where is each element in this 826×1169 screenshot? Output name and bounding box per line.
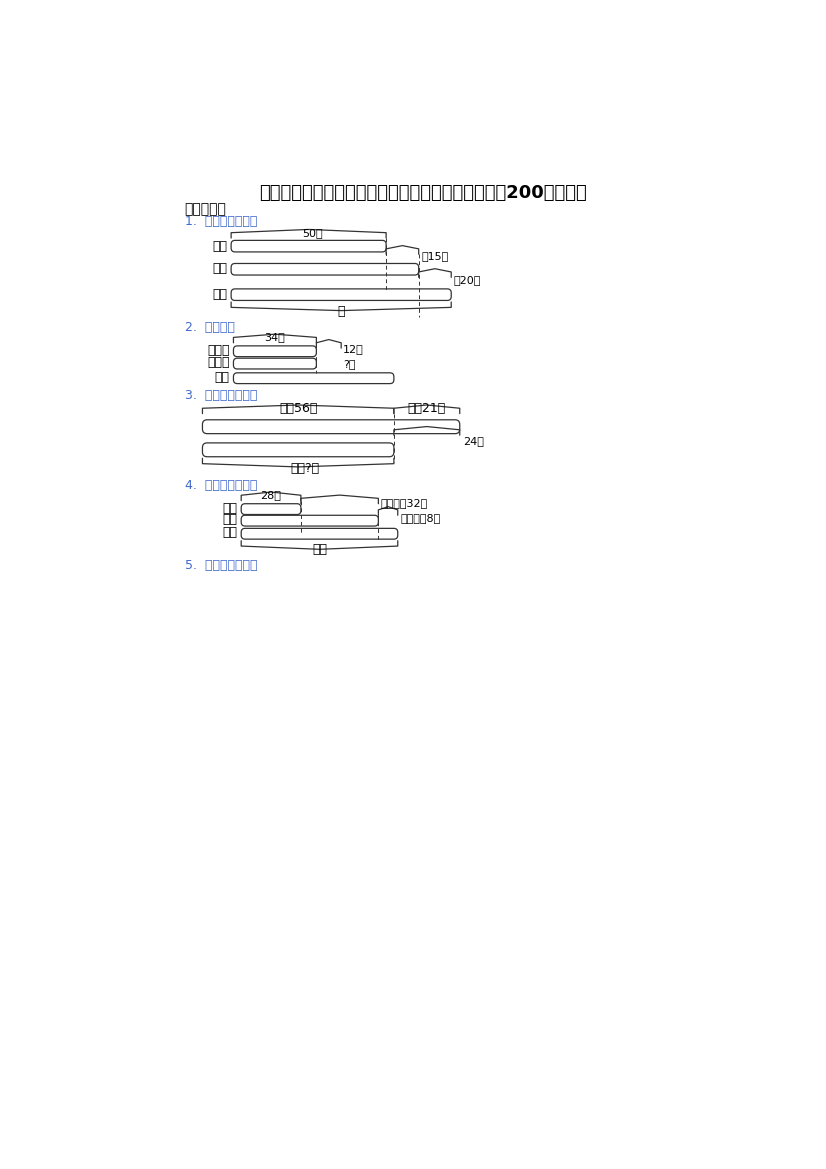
Text: 24个: 24个 bbox=[463, 436, 484, 445]
Text: 2.  列算式。: 2. 列算式。 bbox=[185, 320, 235, 334]
Text: 4.  看图列式解答。: 4. 看图列式解答。 bbox=[185, 479, 257, 492]
Text: 50个: 50个 bbox=[302, 228, 323, 237]
Text: 34只: 34只 bbox=[264, 332, 285, 343]
Text: 一、选择题: 一、选择题 bbox=[185, 202, 226, 216]
Text: 篮球56个: 篮球56个 bbox=[279, 402, 317, 415]
Text: 篮球: 篮球 bbox=[222, 502, 237, 514]
Text: 篮球: 篮球 bbox=[212, 240, 227, 253]
Text: 排球21个: 排球21个 bbox=[408, 402, 446, 415]
Text: 足球?个: 足球?个 bbox=[291, 462, 320, 475]
Text: 鸭：: 鸭： bbox=[215, 371, 230, 383]
Text: 12只: 12只 bbox=[343, 344, 363, 354]
Text: 1.  看图列式解答。: 1. 看图列式解答。 bbox=[185, 215, 257, 228]
Text: ？: ？ bbox=[338, 305, 345, 318]
Text: 排球: 排球 bbox=[222, 526, 237, 539]
Text: 足球: 足球 bbox=[222, 513, 237, 526]
Text: 28个: 28个 bbox=[260, 490, 282, 500]
Text: 母鸡：: 母鸡： bbox=[207, 357, 230, 369]
Text: 足球: 足球 bbox=[212, 288, 227, 300]
Text: 苏教版精选小学三年级数学上册期末复习试卷应用题200道和答案: 苏教版精选小学三年级数学上册期末复习试卷应用题200道和答案 bbox=[259, 184, 587, 201]
Text: 公鸡：: 公鸡： bbox=[207, 344, 230, 357]
Text: 多20个: 多20个 bbox=[453, 276, 481, 285]
Text: 排球: 排球 bbox=[212, 262, 227, 276]
Text: 3.  看图列式计算。: 3. 看图列式计算。 bbox=[185, 389, 257, 402]
Text: 多15个: 多15个 bbox=[421, 251, 449, 261]
Text: 5.  看图列式解答。: 5. 看图列式解答。 bbox=[185, 559, 257, 572]
Text: ?只: ?只 bbox=[344, 359, 356, 369]
Text: ？个: ？个 bbox=[312, 544, 327, 556]
Text: 比足球多8个: 比足球多8个 bbox=[400, 513, 440, 524]
Text: 比篮球多32个: 比篮球多32个 bbox=[381, 498, 428, 509]
